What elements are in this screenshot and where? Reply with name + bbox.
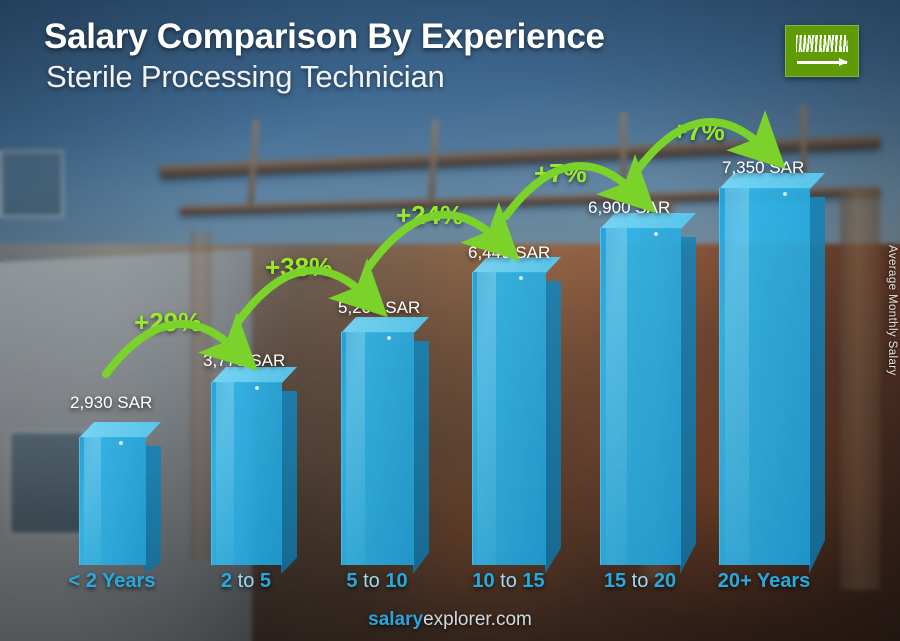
bar-5 bbox=[600, 228, 696, 574]
bar-gloss bbox=[725, 188, 749, 565]
flag-sword bbox=[797, 58, 848, 66]
growth-arrow-5 bbox=[632, 110, 786, 176]
category-label-5[interactable]: 15 to 20 bbox=[603, 570, 677, 592]
bar-highlight-dot bbox=[654, 232, 658, 236]
category-label-2[interactable]: 2 to 5 bbox=[220, 570, 272, 592]
page-subtitle: Sterile Processing Technician bbox=[46, 59, 445, 94]
category-label-1[interactable]: < 2 Years bbox=[68, 570, 156, 592]
bar-front-face bbox=[719, 188, 810, 565]
flag-shahada-script bbox=[796, 35, 848, 52]
category-label-3[interactable]: 5 to 10 bbox=[346, 570, 408, 592]
bar-top-face bbox=[211, 367, 297, 383]
bar-top-face bbox=[600, 213, 696, 229]
bar-gloss bbox=[477, 272, 497, 565]
value-label-1: 2,930 SAR bbox=[70, 393, 153, 412]
bar-gloss bbox=[346, 332, 366, 565]
bar-top-face bbox=[472, 257, 561, 273]
bar-front-face bbox=[79, 437, 146, 565]
growth-arrow-2 bbox=[234, 258, 388, 326]
brand-bold: salary bbox=[368, 609, 424, 630]
bar-side-face bbox=[413, 341, 429, 574]
bar-front-face bbox=[600, 228, 681, 565]
y-axis-caption: Average Monthly Salary bbox=[886, 245, 898, 376]
bar-side-face bbox=[680, 237, 696, 574]
growth-arrow-4 bbox=[502, 154, 656, 220]
bar-top-face bbox=[719, 173, 825, 189]
bar-side-face bbox=[145, 446, 161, 574]
bar-side-face bbox=[281, 391, 297, 574]
bar-gloss bbox=[83, 437, 102, 565]
footer-brand[interactable]: salaryexplorer.com bbox=[0, 609, 900, 631]
bar-gloss bbox=[216, 382, 235, 565]
brand-light: explorer.com bbox=[423, 609, 532, 630]
bar-highlight-dot bbox=[783, 192, 787, 196]
bar-top-face bbox=[341, 317, 429, 333]
growth-arrow-1 bbox=[102, 312, 259, 378]
bar-highlight-dot bbox=[119, 441, 123, 445]
bar-highlight-dot bbox=[387, 336, 391, 340]
bar-highlight-dot bbox=[519, 276, 523, 280]
bar-front-face bbox=[341, 332, 414, 565]
bar-highlight-dot bbox=[255, 386, 259, 390]
bar-4 bbox=[472, 272, 561, 574]
bar-top-face bbox=[79, 422, 161, 438]
bar-side-face bbox=[545, 281, 561, 574]
bar-1 bbox=[79, 437, 161, 574]
bar-gloss bbox=[605, 228, 627, 565]
saudi-arabia-flag-icon bbox=[785, 25, 859, 77]
bar-3 bbox=[341, 332, 429, 574]
growth-arrow-3 bbox=[364, 202, 521, 272]
bar-front-face bbox=[472, 272, 546, 565]
bar-2 bbox=[211, 382, 297, 574]
category-label-6[interactable]: 20+ Years bbox=[717, 570, 811, 592]
bar-side-face bbox=[809, 197, 825, 574]
bar-6 bbox=[719, 188, 825, 574]
category-label-4[interactable]: 10 to 15 bbox=[472, 570, 545, 592]
bar-front-face bbox=[211, 382, 282, 565]
page-title: Salary Comparison By Experience bbox=[44, 17, 605, 56]
